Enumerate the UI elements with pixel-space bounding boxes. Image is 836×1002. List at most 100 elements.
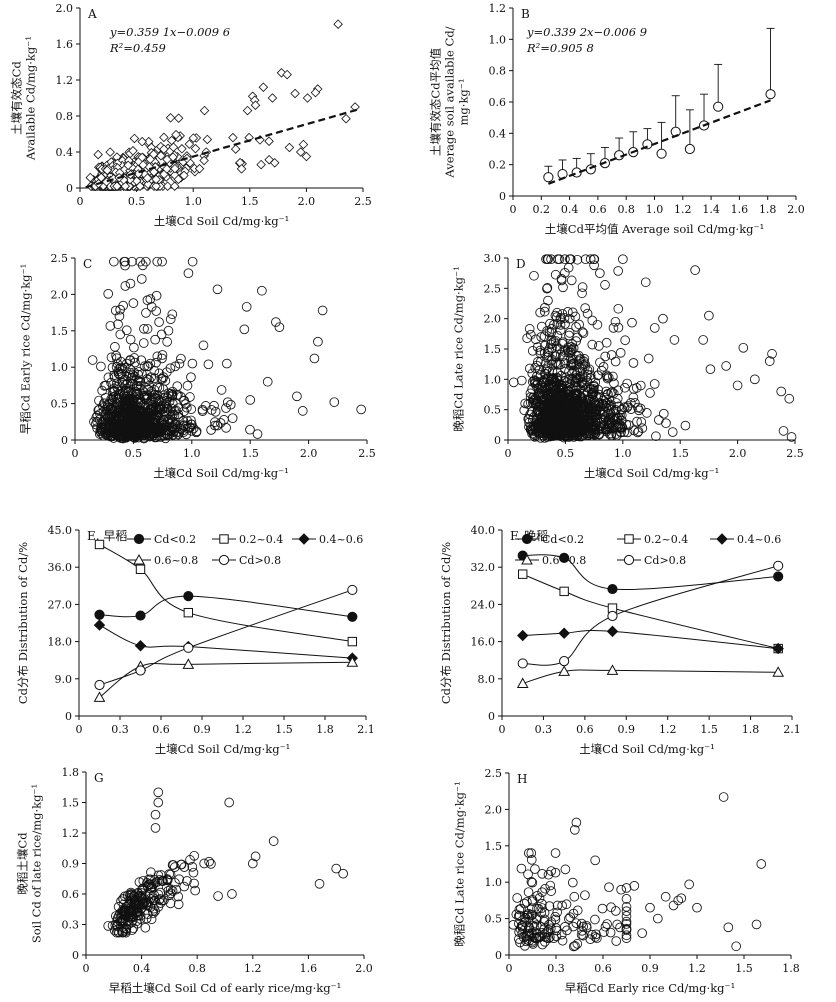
data-point xyxy=(634,405,644,416)
equation-annotation: y=0.359 1x−0.009 6 xyxy=(109,25,230,39)
data-point xyxy=(222,397,233,407)
y-tick-label: 0.6 xyxy=(62,888,80,901)
data-point xyxy=(125,364,135,375)
data-point xyxy=(140,922,151,933)
data-point xyxy=(713,101,724,112)
x-tick-label: 1.8 xyxy=(742,723,760,736)
legend-marker xyxy=(716,533,728,545)
data-point xyxy=(580,890,590,900)
data-point xyxy=(97,385,107,396)
data-point xyxy=(257,285,267,296)
data-point xyxy=(149,167,159,177)
data-point xyxy=(212,284,223,295)
data-point xyxy=(132,401,143,412)
x-tick-label: 0.6 xyxy=(594,962,612,975)
data-point xyxy=(224,797,234,808)
data-point xyxy=(171,405,181,416)
data-point xyxy=(166,425,176,436)
x-axis-label: 早稻Cd Early rice Cd/mg·kg⁻¹ xyxy=(565,981,735,995)
data-point xyxy=(137,136,147,147)
x-tick-label: 1.5 xyxy=(735,962,753,975)
legend-label: 0.6~0.8 xyxy=(154,554,198,567)
x-tick-label: 0.2 xyxy=(533,203,551,216)
data-point xyxy=(172,381,183,392)
data-point xyxy=(93,619,106,631)
data-point xyxy=(557,935,568,946)
x-tick-label: 1.5 xyxy=(275,723,293,736)
data-point xyxy=(264,154,274,165)
data-point xyxy=(250,100,261,110)
x-tick-label: 0.8 xyxy=(188,962,206,975)
data-points xyxy=(87,256,366,444)
data-point xyxy=(152,390,163,400)
data-point xyxy=(146,372,156,383)
data-point xyxy=(150,809,161,820)
legend: Cd<0.2 0.2~0.4 0.4~0.6 0.6~0.8 Cd>0.8 xyxy=(127,533,363,567)
panel-label: H xyxy=(517,772,527,786)
data-point xyxy=(173,389,183,400)
data-point xyxy=(149,365,160,376)
data-point xyxy=(628,358,639,368)
data-point xyxy=(690,265,700,275)
data-point xyxy=(128,146,138,156)
data-point xyxy=(168,142,179,153)
data-point xyxy=(151,174,161,185)
x-tick-label: 2.1 xyxy=(357,723,375,736)
data-point xyxy=(546,886,556,896)
data-point xyxy=(356,404,366,415)
data-point xyxy=(673,895,684,906)
data-point xyxy=(151,394,161,404)
x-axis-label: 早稻土壤Cd Soil Cd of early rice/mg·kg⁻¹ xyxy=(109,981,342,995)
data-point xyxy=(641,408,652,418)
data-point xyxy=(643,353,654,364)
data-point xyxy=(651,431,661,442)
data-point xyxy=(179,395,190,406)
x-tick-label: 0.9 xyxy=(618,723,636,736)
y-tick-label: 1.2 xyxy=(62,827,80,840)
data-point xyxy=(267,93,278,103)
data-point xyxy=(188,133,199,143)
x-tick-label: 0.6 xyxy=(576,723,594,736)
data-point xyxy=(93,149,103,160)
x-tick-label: 2.0 xyxy=(298,195,316,208)
data-point xyxy=(103,288,114,299)
y-axis-label: 土壤有效态Cd xyxy=(10,61,24,135)
data-point xyxy=(106,377,116,388)
panel-label: C xyxy=(83,257,92,271)
data-point xyxy=(148,414,159,425)
x-axis-label: 土壤Cd平均值 Average soil Cd/mg·kg⁻¹ xyxy=(545,222,764,236)
y-tick-label: 1.5 xyxy=(484,343,502,356)
data-point xyxy=(605,927,616,938)
y-tick-label: 0 xyxy=(65,710,72,723)
panel-c-scatter-early-rice: 0 0.5 1.0 1.5 2.0 2.5 0 0.5 1.0 1.5 2.0 2.5 土壤Cd Soi… xyxy=(19,252,376,480)
data-point xyxy=(567,877,578,888)
y-tick-label: 1.5 xyxy=(485,840,503,853)
data-point xyxy=(134,640,147,652)
data-point xyxy=(176,353,186,364)
data-point xyxy=(125,428,136,438)
data-point xyxy=(680,420,691,431)
data-point xyxy=(136,412,146,423)
legend-label: 0.2~0.4 xyxy=(239,533,283,546)
y-axis-label: Cd分布 Distribution of Cd/% xyxy=(439,542,453,704)
panel-label: B xyxy=(521,7,530,21)
legend-marker xyxy=(521,533,533,545)
data-point xyxy=(96,424,106,435)
data-point xyxy=(112,422,122,433)
y-tick-label: 0 xyxy=(61,434,68,447)
data-point xyxy=(109,385,120,396)
x-tick-label: 0 xyxy=(510,203,517,216)
x-tick-label: 1.8 xyxy=(316,723,334,736)
y-tick-label: 36.0 xyxy=(48,561,73,574)
data-point xyxy=(660,891,671,902)
x-tick-label: 1.4 xyxy=(702,203,720,216)
data-point xyxy=(170,361,181,372)
x-tick-label: 1.5 xyxy=(241,195,259,208)
data-point xyxy=(602,919,612,929)
data-point xyxy=(142,295,153,306)
data-point xyxy=(157,350,168,360)
data-point xyxy=(162,337,172,347)
data-point xyxy=(628,392,639,403)
legend-marker xyxy=(218,554,230,566)
data-point xyxy=(154,383,165,393)
